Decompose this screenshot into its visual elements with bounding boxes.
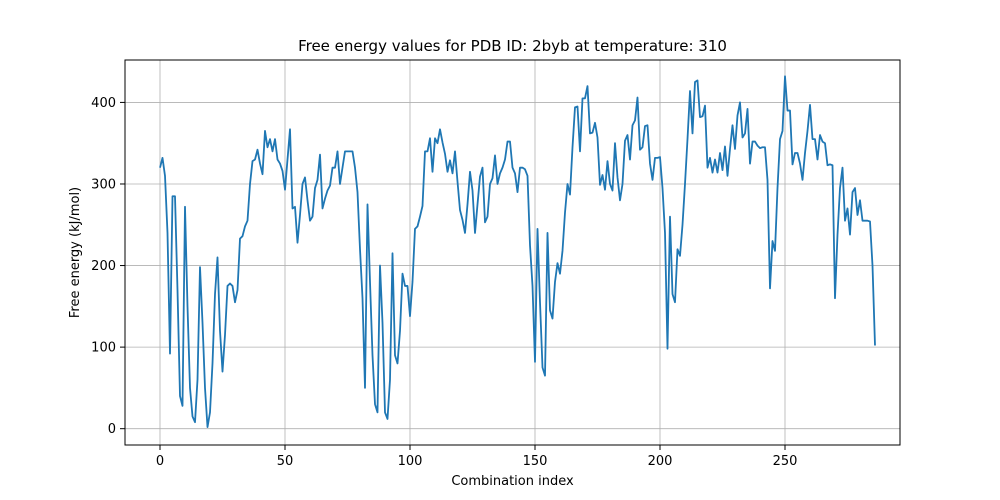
chart-title: Free energy values for PDB ID: 2byb at t… [298,37,727,55]
ticks: 0 50 100 150 200 250 0 100 200 300 400 [91,96,797,469]
plot-frame [124,59,901,446]
series-line [159,75,876,428]
y-tick-label: 0 [108,422,116,437]
x-tick-label: 250 [773,454,798,469]
y-tick-label: 100 [91,341,116,356]
x-tick-label: 0 [156,454,164,469]
y-tick-label: 400 [91,96,116,111]
x-tick-label: 150 [523,454,548,469]
y-axis-label: Free energy (kJ/mol) [68,187,83,318]
series-layer [159,75,876,428]
x-axis-label: Combination index [451,474,574,489]
x-tick-label: 50 [277,454,294,469]
y-tick-label: 200 [91,259,116,274]
x-tick-label: 100 [398,454,423,469]
x-tick-label: 200 [648,454,673,469]
y-tick-label: 300 [91,177,116,192]
